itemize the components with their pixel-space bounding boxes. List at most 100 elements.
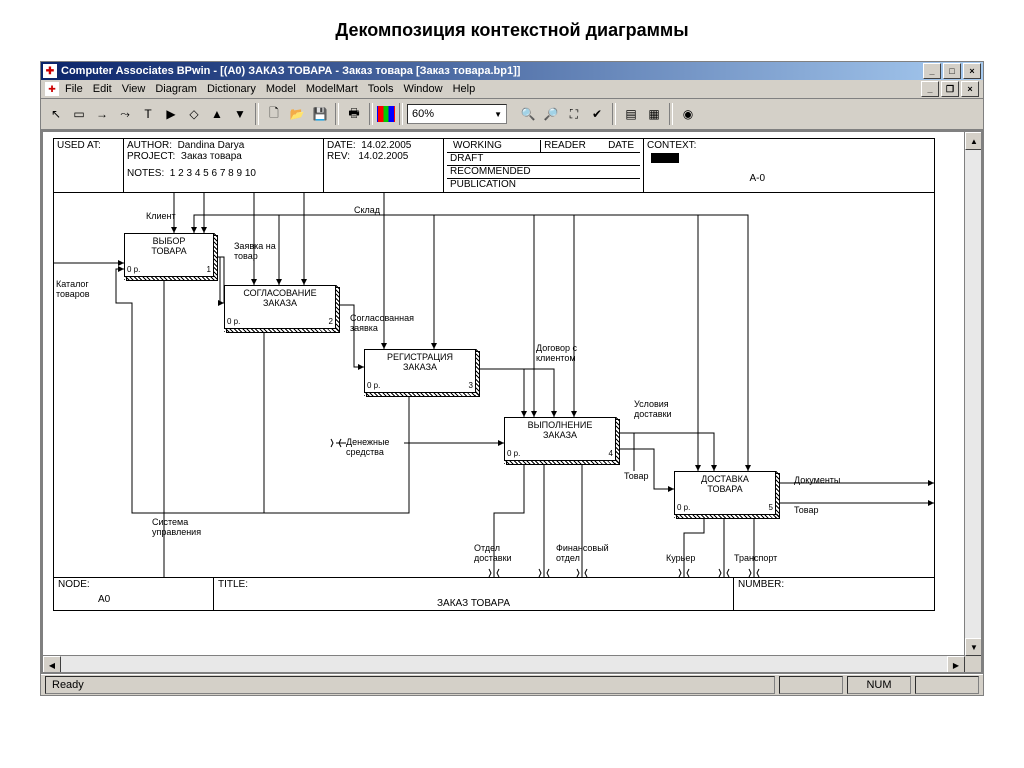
status-blank1 [779,676,843,694]
context-label: CONTEXT: [647,140,771,151]
page-heading: Декомпозиция контекстной диаграммы [0,0,1024,51]
flow-label: Транспорт [734,553,777,563]
app-window: ✚ Computer Associates BPwin - [(A0) ЗАКА… [40,61,984,696]
save-doc-icon[interactable]: 💾 [309,103,331,125]
menu-modelmart[interactable]: ModelMart [306,83,358,95]
rev-value: 14.02.2005 [358,151,408,162]
flow-label: Товар [624,471,649,481]
flow-label: клиентом [536,353,576,363]
close-button[interactable]: × [963,63,981,79]
new-doc-icon[interactable]: 🗋 [263,103,285,125]
activity-box-1[interactable]: ВЫБОРТОВАРА0 р.1 [124,233,214,277]
menu-model[interactable]: Model [266,83,296,95]
menu-tools[interactable]: Tools [368,83,394,95]
project-label: PROJECT: [127,151,175,162]
menu-file[interactable]: File [65,83,83,95]
zoom-combo[interactable]: 60% ▼ [407,104,507,124]
open-doc-icon[interactable]: 📂 [286,103,308,125]
scroll-down-icon[interactable]: ▼ [965,638,981,656]
diagram-body[interactable]: ВЫБОРТОВАРА0 р.1СОГЛАСОВАНИЕЗАКАЗА0 р.2 Р… [54,193,934,577]
date-value: 14.02.2005 [361,140,411,151]
menu-view[interactable]: View [122,83,146,95]
flow-label: доставки [634,409,672,419]
app-icon: ✚ [43,64,57,78]
horizontal-scrollbar[interactable]: ◀ ▶ [43,655,965,672]
scroll-right-icon[interactable]: ▶ [947,656,965,672]
cursor-tool-icon[interactable]: ↖ [45,103,67,125]
footer-table: NODE: A0 TITLE: ЗАКАЗ ТОВАРА NUMBER: [54,577,934,610]
arrow-tool-icon[interactable]: → [91,103,113,125]
spellcheck-icon[interactable]: ✔ [586,103,608,125]
menu-edit[interactable]: Edit [93,83,112,95]
menu-window[interactable]: Window [403,83,442,95]
minimize-button[interactable]: _ [923,63,941,79]
used-at-label: USED AT: [57,140,101,151]
statusbar: Ready NUM [41,674,983,695]
menu-dictionary[interactable]: Dictionary [207,83,256,95]
status-draft: DRAFT [447,153,640,166]
goto-child-icon[interactable]: ▦ [643,103,665,125]
flow-label: Заявка на [234,241,276,251]
flow-label: Условия [634,399,669,409]
window-title: Computer Associates BPwin - [(A0) ЗАКАЗ … [61,65,923,77]
zoom-value: 60% [412,108,434,120]
title-value: ЗАКАЗ ТОВАРА [218,590,729,609]
doc-minimize-button[interactable]: _ [921,81,939,97]
reader-label: READER [544,140,586,151]
flow-label: Товар [794,505,819,515]
canvas[interactable]: USED AT: AUTHOR: Dandina Darya PROJECT: … [43,132,981,672]
flow-label: Клиент [146,211,176,221]
flow-label: Договор с [536,343,577,353]
flow-label: средства [346,447,384,457]
maximize-button[interactable]: □ [943,63,961,79]
scroll-left-icon[interactable]: ◀ [43,656,61,672]
doc-close-button[interactable]: × [961,81,979,97]
reader-date-label: DATE [608,140,634,151]
flow-label: Согласованная [350,313,414,323]
menu-diagram[interactable]: Diagram [155,83,197,95]
up-triangle-icon[interactable]: ▲ [206,103,228,125]
play-right-icon[interactable]: ▶ [160,103,182,125]
activity-box-3[interactable]: РЕГИСТРАЦИЯЗАКАЗА0 р.3 [364,349,476,393]
box-tool-icon[interactable]: ▭ [68,103,90,125]
doc-restore-button[interactable]: ❐ [941,81,959,97]
node-value: A0 [58,590,209,605]
flow-label: Денежные [346,437,389,447]
activity-box-2[interactable]: СОГЛАСОВАНИЕЗАКАЗА0 р.2 [224,285,336,329]
status-blank2 [915,676,979,694]
date-label: DATE: [327,140,356,151]
flow-label: заявка [350,323,378,333]
model-explorer-icon[interactable]: ◉ [677,103,699,125]
flow-label: Склад [354,205,380,215]
goto-parent-icon[interactable]: ▤ [620,103,642,125]
zoom-fit-icon[interactable]: ⛶ [563,103,585,125]
notes-value: 1 2 3 4 5 6 7 8 9 10 [170,168,256,179]
author-label: AUTHOR: [127,140,172,151]
flow-label: Финансовый [556,543,609,553]
menu-help[interactable]: Help [453,83,476,95]
scroll-up-icon[interactable]: ▲ [965,132,981,150]
vertical-scrollbar[interactable]: ▲ ▼ [964,132,981,656]
flow-label: отдел [556,553,580,563]
status-ready: Ready [45,676,775,694]
zoom-out-icon[interactable]: 🔎 [540,103,562,125]
node-label: NODE: [58,579,209,590]
activity-box-5[interactable]: ДОСТАВКАТОВАРА0 р.5 [674,471,776,515]
status-publication: PUBLICATION [447,179,640,191]
flow-label: Курьер [666,553,695,563]
squiggle-tool-icon[interactable]: ⤳ [114,103,136,125]
print-icon[interactable]: 🖶 [343,103,365,125]
flow-label: Каталог [56,279,89,289]
diamond-icon[interactable]: ◇ [183,103,205,125]
zoom-in-icon[interactable]: 🔍 [517,103,539,125]
flow-label: управления [152,527,201,537]
color-palette-icon[interactable] [377,106,395,122]
status-working: WORKING [450,140,541,152]
down-triangle-icon[interactable]: ▼ [229,103,251,125]
context-id: A-0 [647,163,771,184]
activity-box-4[interactable]: ВЫПОЛНЕНИЕЗАКАЗА0 р.4 [504,417,616,461]
status-num: NUM [847,676,911,694]
mdi-icon: ✚ [45,82,59,96]
flow-label: доставки [474,553,512,563]
text-tool-icon[interactable]: T [137,103,159,125]
